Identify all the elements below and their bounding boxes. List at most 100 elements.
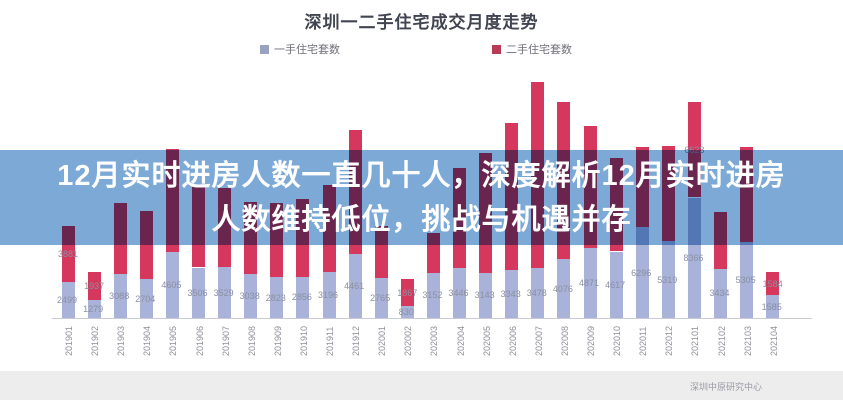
- value-label: 4871: [578, 277, 600, 288]
- x-tick-label: 201911: [325, 326, 335, 356]
- value-label: 4617: [605, 279, 626, 290]
- value-label: 4605: [161, 279, 182, 290]
- x-tick-label: 202101: [690, 325, 701, 356]
- value-label: 8366: [683, 252, 704, 263]
- x-tick-label: 201903: [116, 325, 127, 356]
- x-tick-label: 201901: [64, 325, 74, 356]
- x-tick-label: 202008: [559, 325, 570, 356]
- bar-segment-first-hand-201912: [348, 253, 362, 318]
- bar-segment-first-hand-201910: [296, 276, 310, 318]
- value-label: 3196: [317, 290, 339, 300]
- x-tick-label: 201904: [142, 325, 153, 356]
- legend-swatch-first-hand-icon: [260, 44, 269, 54]
- x-tick-label: 202004: [455, 325, 466, 356]
- banner-line-1: 12月实时进房人数一直几十人，深度解析12月实时进房: [57, 159, 786, 192]
- x-tick-label: 202011: [638, 326, 649, 356]
- bar-segment-first-hand-202006: [505, 269, 519, 318]
- value-label: 1867: [397, 287, 418, 298]
- x-tick-label: 202103: [742, 325, 753, 356]
- bar-segment-first-hand-202005: [479, 272, 493, 318]
- bar-segment-first-hand-202004: [453, 268, 466, 318]
- bar-segment-first-hand-202007: [531, 267, 545, 318]
- bar-segment-first-hand-201906: [192, 267, 205, 318]
- headline-banner: 12月实时进房人数一直几十人，深度解析12月实时进房 人数维持低位，挑战与机遇并…: [0, 150, 843, 245]
- x-axis-line: [52, 318, 812, 319]
- value-label: 2704: [135, 293, 156, 304]
- value-label: 3152: [422, 290, 443, 301]
- legend-label-first-hand: 一手住宅套数: [274, 44, 340, 56]
- bar-segment-second-hand-202002: [400, 279, 414, 306]
- value-label: 1585: [761, 301, 782, 312]
- bar-segment-first-hand-202102: [714, 268, 727, 318]
- legend-label-second-hand: 二手住宅套数: [506, 44, 572, 56]
- bar-segment-first-hand-201911: [322, 271, 336, 318]
- value-label: 6623: [684, 145, 704, 155]
- x-tick-label: 202009: [586, 325, 596, 356]
- bar-segment-first-hand-202009: [583, 247, 597, 318]
- x-tick-label: 202012: [664, 325, 675, 356]
- legend-swatch-second-hand-icon: [492, 44, 501, 54]
- x-tick-label: 202005: [481, 325, 492, 356]
- bar-segment-first-hand-201904: [139, 279, 153, 318]
- bar-segment-first-hand-202012: [661, 241, 675, 318]
- legend-item-first-hand: 一手住宅套数: [260, 42, 340, 56]
- bar-segment-second-hand-202104: [766, 272, 780, 296]
- x-tick-label: 202002: [403, 325, 414, 356]
- bar-segment-first-hand-202001: [374, 278, 388, 318]
- value-label: 3529: [213, 287, 234, 298]
- bottom-strip: [0, 371, 843, 400]
- value-label: 3506: [187, 287, 208, 298]
- value-label: 2499: [56, 295, 78, 305]
- x-tick-label: 202001: [377, 325, 388, 356]
- value-label: 3478: [526, 287, 547, 298]
- x-tick-label: 201909: [272, 325, 283, 356]
- value-label: 1937: [84, 280, 105, 291]
- x-tick-label: 202007: [533, 325, 544, 356]
- value-label: 3088: [109, 290, 130, 301]
- bar-segment-first-hand-201905: [165, 251, 179, 318]
- x-tick-label: 202003: [429, 325, 440, 356]
- value-label: 3434: [709, 288, 730, 299]
- value-label: 6296: [631, 267, 652, 278]
- value-label: 1584: [762, 278, 783, 289]
- bar-segment-first-hand-202104: [766, 295, 780, 318]
- banner-text: 12月实时进房人数一直几十人，深度解析12月实时进房 人数维持低位，挑战与机遇并…: [0, 150, 843, 245]
- bar-segment-first-hand-202002: [400, 306, 414, 318]
- bar-segment-first-hand-202008: [557, 259, 571, 318]
- value-label: 830: [398, 307, 414, 317]
- x-tick-label: 202102: [716, 325, 727, 356]
- bar-segment-second-hand-201902: [87, 271, 101, 300]
- value-label: 2856: [291, 292, 312, 303]
- bar-segment-first-hand-202010: [609, 251, 623, 318]
- bar-segment-first-hand-201907: [218, 267, 232, 318]
- x-tick-label: 201907: [220, 325, 231, 356]
- bar-segment-first-hand-202011: [635, 227, 649, 318]
- x-tick-label: 202104: [768, 325, 779, 356]
- source-label: 深圳中原研究中心: [690, 382, 763, 392]
- value-label: 2765: [370, 293, 391, 304]
- bar-segment-first-hand-201909: [270, 277, 284, 318]
- bar-segment-first-hand-202103: [740, 241, 754, 318]
- banner-tint: [0, 150, 843, 245]
- x-tick-label: 201912: [351, 325, 362, 356]
- x-tick-label: 202010: [612, 325, 623, 356]
- value-label: 2823: [265, 292, 286, 303]
- value-label: 3881: [57, 249, 79, 259]
- bar-segment-first-hand-201902: [87, 299, 101, 318]
- value-label: 3446: [448, 288, 469, 299]
- value-label: 5305: [735, 274, 756, 285]
- x-tick-label: 201905: [168, 325, 179, 356]
- value-label: 3343: [500, 288, 521, 299]
- value-label: 3038: [239, 291, 260, 302]
- bar-segment-first-hand-201908: [244, 274, 258, 318]
- x-tick-label: 202006: [507, 325, 518, 356]
- bar-segment-first-hand-201903: [113, 273, 127, 318]
- bar-segment-first-hand-202003: [426, 272, 440, 318]
- legend-item-second-hand: 二手住宅套数: [492, 42, 572, 56]
- banner-line-2: 人数维持低位，挑战与机遇并存: [211, 203, 632, 236]
- x-tick-label: 201908: [246, 325, 257, 356]
- chart-title: 深圳一二手住宅成交月度走势: [304, 13, 539, 32]
- value-label: 5319: [657, 274, 678, 285]
- bar-segment-first-hand-201901: [61, 282, 75, 318]
